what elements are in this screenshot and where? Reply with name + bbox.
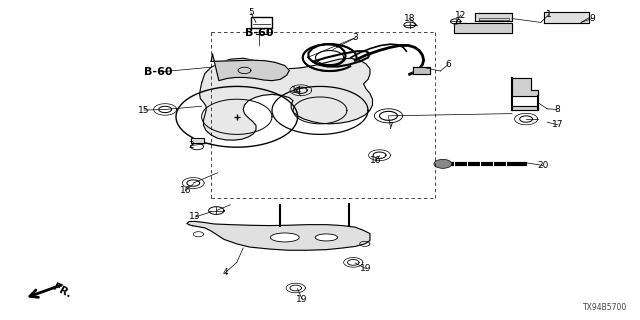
Text: 19: 19 [360,264,372,273]
Text: TX94B5700: TX94B5700 [583,303,627,312]
Polygon shape [413,67,430,74]
Text: 17: 17 [552,120,564,129]
Ellipse shape [271,233,300,242]
Text: 7: 7 [388,122,393,131]
Polygon shape [454,23,512,33]
Polygon shape [475,13,512,21]
Text: FR.: FR. [51,282,73,300]
Text: 13: 13 [189,212,201,221]
Text: 19: 19 [296,295,308,304]
Circle shape [434,159,452,168]
Polygon shape [191,138,204,143]
Text: 1: 1 [547,10,552,19]
Text: 2: 2 [188,141,193,150]
Text: 15: 15 [138,106,150,115]
Text: B-60: B-60 [145,67,173,77]
Text: 16: 16 [180,186,191,195]
Polygon shape [187,221,370,250]
Polygon shape [544,12,589,23]
Text: 18: 18 [404,14,415,23]
Text: 12: 12 [455,11,467,20]
Text: B-60: B-60 [245,28,273,38]
Text: 14: 14 [291,86,302,95]
Ellipse shape [315,234,338,241]
Text: 20: 20 [537,161,548,170]
Text: 6: 6 [445,60,451,69]
Polygon shape [512,78,538,96]
Polygon shape [200,58,372,140]
Text: 8: 8 [554,105,559,114]
Polygon shape [211,54,289,81]
Polygon shape [512,106,538,110]
Text: 4: 4 [223,268,228,277]
Text: 3: 3 [353,33,358,42]
Text: 5: 5 [248,8,253,17]
Text: 16: 16 [370,156,381,165]
Text: 9: 9 [589,14,595,23]
